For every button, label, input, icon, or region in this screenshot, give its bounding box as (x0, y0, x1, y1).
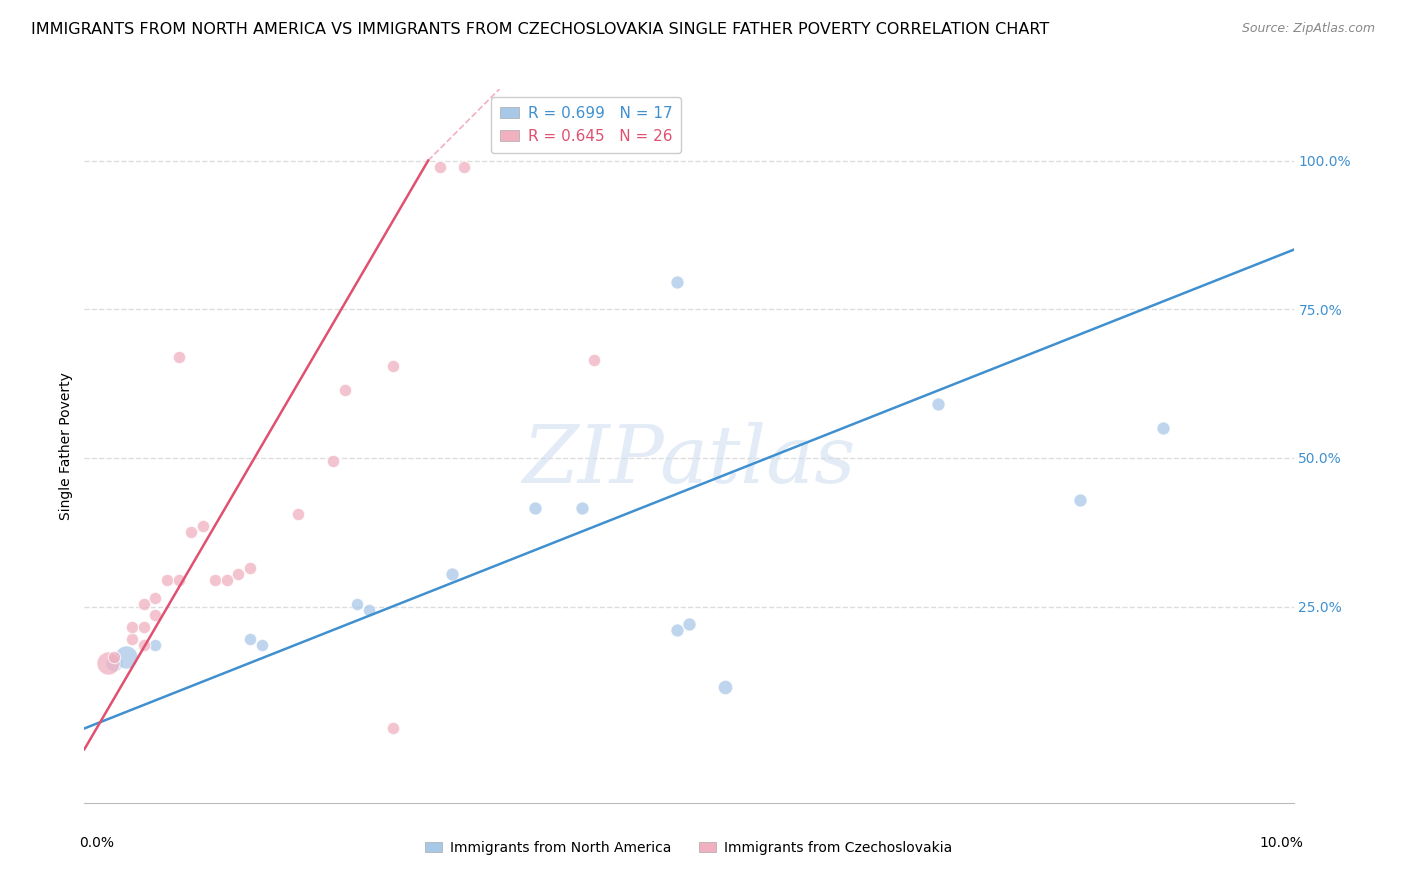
Point (239, 561, 262, 575)
Point (429, 160, 451, 174)
Point (228, 566, 250, 581)
Point (927, 397, 949, 411)
Point (145, 608, 167, 623)
Point (666, 624, 689, 638)
Point (121, 632, 143, 647)
Point (678, 617, 700, 632)
Point (191, 519, 214, 533)
Point (132, 620, 155, 634)
Point (250, 638, 273, 652)
Point (322, 454, 344, 468)
Point (357, 602, 380, 616)
Point (523, 501, 546, 516)
Point (115, 650, 138, 665)
Point (440, 566, 463, 581)
Point (145, 638, 167, 652)
Point (333, 383, 356, 397)
Text: 0.0%: 0.0% (79, 836, 114, 849)
Point (97, 656, 120, 670)
Point (145, 591, 167, 605)
Point (167, 573, 190, 587)
Point (215, 573, 238, 587)
Point (180, 525, 202, 540)
Point (103, 650, 125, 665)
Point (1069, 492, 1091, 507)
Point (666, 276, 689, 290)
Point (381, 722, 404, 736)
Point (156, 573, 179, 587)
Point (453, 160, 475, 174)
Point (103, 656, 125, 670)
Point (381, 359, 404, 373)
Point (346, 597, 368, 611)
Text: IMMIGRANTS FROM NORTH AMERICA VS IMMIGRANTS FROM CZECHOSLOVAKIA SINGLE FATHER PO: IMMIGRANTS FROM NORTH AMERICA VS IMMIGRA… (31, 22, 1049, 37)
Text: Source: ZipAtlas.com: Source: ZipAtlas.com (1241, 22, 1375, 36)
Point (1152, 421, 1174, 435)
Point (713, 680, 735, 694)
Legend: Immigrants from North America, Immigrants from Czechoslovakia: Immigrants from North America, Immigrant… (419, 835, 959, 860)
Point (132, 597, 155, 611)
Point (167, 350, 190, 364)
Y-axis label: Single Father Poverty: Single Father Poverty (59, 372, 73, 520)
Point (287, 508, 309, 522)
Point (583, 352, 606, 367)
Point (204, 573, 226, 587)
Text: ZIPatlas: ZIPatlas (522, 422, 856, 499)
Point (132, 638, 155, 652)
Point (121, 620, 143, 634)
Text: 10.0%: 10.0% (1260, 836, 1303, 849)
Point (239, 632, 262, 647)
Point (571, 501, 593, 516)
